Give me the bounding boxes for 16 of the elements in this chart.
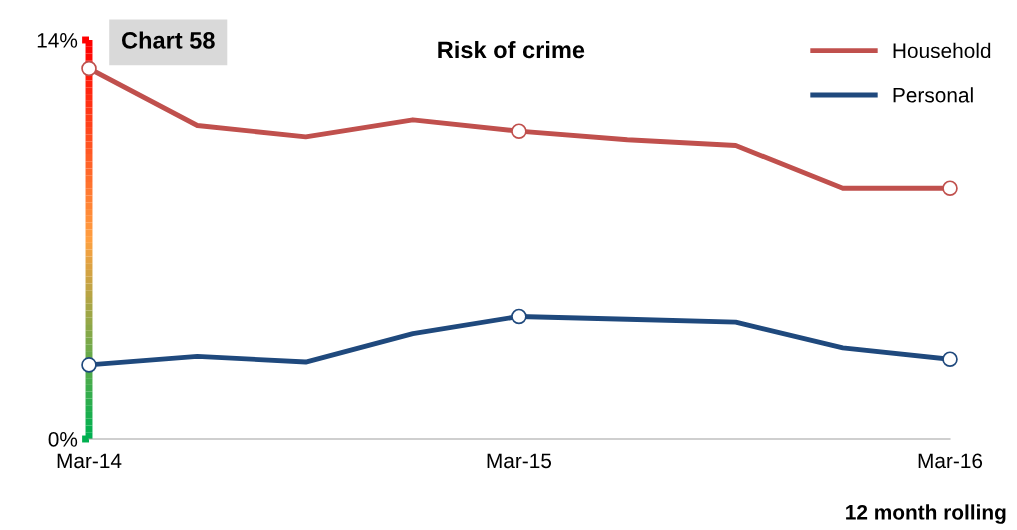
y-tick-label: 14% bbox=[37, 33, 78, 48]
x-tick-label: Mar-14 bbox=[57, 453, 122, 469]
y-tick-label: 0% bbox=[48, 432, 78, 447]
point bbox=[942, 180, 958, 196]
legend-label: Household bbox=[893, 42, 991, 59]
text: 12 month rolling bbox=[846, 504, 1006, 524]
point bbox=[511, 308, 527, 325]
x-tick-label: Mar-16 bbox=[918, 453, 983, 469]
annotation: Chart 58 bbox=[121, 31, 215, 49]
point bbox=[942, 351, 958, 367]
point bbox=[81, 60, 97, 77]
point bbox=[511, 123, 527, 139]
legend-label: Personal bbox=[893, 87, 973, 103]
point bbox=[81, 357, 97, 373]
x-tick-label: Mar-15 bbox=[487, 453, 552, 469]
chart-title: Risk of crime bbox=[438, 40, 585, 59]
